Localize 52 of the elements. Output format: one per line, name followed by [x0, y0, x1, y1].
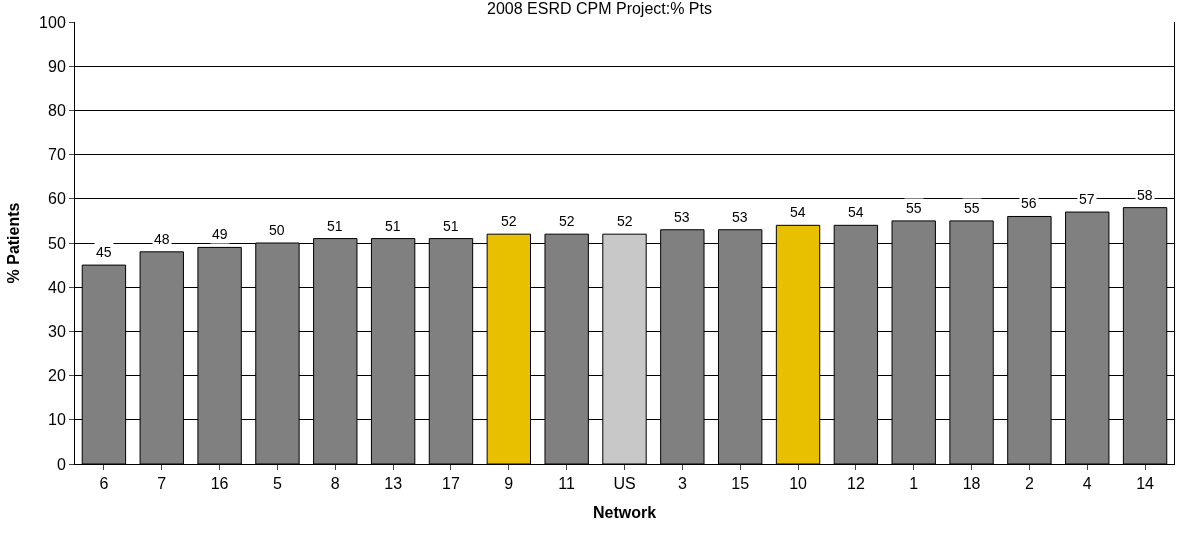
y-tick-label: 80 [48, 102, 66, 119]
data-label: 52 [501, 213, 517, 229]
x-tick-label: 12 [846, 475, 865, 493]
y-tick-label: 40 [48, 278, 66, 296]
data-label: 54 [790, 204, 806, 220]
data-label: 57 [1079, 191, 1095, 207]
data-label: 53 [674, 209, 690, 225]
x-tick-label: 1 [909, 475, 919, 493]
x-tick-label: 14 [1136, 475, 1155, 493]
data-label: 56 [1021, 195, 1037, 211]
data-label: 55 [906, 200, 922, 216]
y-tick-label: 100 [39, 13, 66, 31]
x-tick-label: 6 [99, 475, 109, 493]
x-tick-label: US [613, 475, 636, 493]
data-label: 58 [1137, 187, 1153, 203]
y-tick-label: 60 [48, 190, 66, 208]
data-label: 51 [443, 218, 459, 234]
x-tick-label: 2 [1024, 475, 1034, 493]
y-tick-label: 30 [48, 323, 66, 340]
x-tick-label: 5 [273, 475, 282, 493]
x-tick-label: 11 [558, 475, 576, 493]
y-tick-label: 20 [48, 367, 66, 385]
data-label: 51 [327, 218, 343, 234]
chart-title: 2008 ESRD CPM Project:% Pts [487, 0, 712, 17]
x-tick-label: 18 [962, 475, 981, 493]
data-label: 52 [617, 213, 633, 229]
data-label: 45 [96, 244, 112, 260]
x-tick-label: 3 [677, 475, 687, 493]
data-label: 51 [385, 218, 401, 234]
x-axis-title: Network [592, 503, 657, 521]
x-tick-label: 16 [210, 475, 229, 493]
x-tick-label: 8 [330, 475, 340, 493]
data-label: 50 [269, 222, 285, 238]
data-label: 54 [848, 204, 864, 220]
x-tick-label: 17 [442, 475, 460, 493]
data-label: 49 [212, 226, 228, 242]
y-axis-title: % Patients [5, 202, 22, 284]
x-tick-label: 10 [789, 475, 808, 493]
y-tick-label: 10 [48, 411, 66, 429]
x-tick-label: 4 [1082, 475, 1092, 493]
x-tick-label: 9 [504, 475, 514, 493]
data-label: 55 [964, 200, 980, 216]
data-label: 53 [732, 209, 748, 225]
data-label: 48 [154, 231, 170, 247]
x-tick-label: 7 [157, 475, 167, 493]
y-tick-label: 90 [48, 57, 66, 75]
y-tick-label: 0 [56, 455, 66, 473]
y-tick-label: 50 [48, 234, 66, 252]
x-tick-label: 13 [384, 475, 403, 493]
y-tick-label: 70 [48, 146, 66, 164]
data-label: 52 [559, 213, 575, 229]
x-tick-label: 15 [731, 475, 750, 493]
